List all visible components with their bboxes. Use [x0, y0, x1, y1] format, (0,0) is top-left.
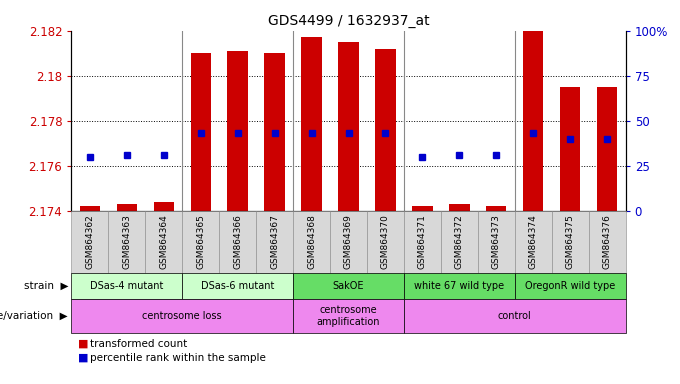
Text: DSas-4 mutant: DSas-4 mutant: [90, 281, 163, 291]
Bar: [523, 31, 543, 211]
Bar: [190, 53, 211, 211]
Text: GSM864374: GSM864374: [529, 215, 538, 269]
Text: OregonR wild type: OregonR wild type: [525, 281, 615, 291]
Text: GSM864367: GSM864367: [270, 215, 279, 270]
Text: centrosome
amplification: centrosome amplification: [317, 305, 380, 327]
Bar: [80, 207, 100, 211]
Text: GSM864368: GSM864368: [307, 215, 316, 270]
Text: DSas-6 mutant: DSas-6 mutant: [201, 281, 274, 291]
Bar: [597, 87, 617, 211]
Bar: [412, 207, 432, 211]
Text: GSM864371: GSM864371: [418, 215, 427, 270]
Bar: [486, 207, 507, 211]
Text: GSM864362: GSM864362: [86, 215, 95, 269]
Text: GSM864372: GSM864372: [455, 215, 464, 269]
Text: percentile rank within the sample: percentile rank within the sample: [90, 353, 267, 363]
Text: genotype/variation  ▶: genotype/variation ▶: [0, 311, 68, 321]
Text: control: control: [498, 311, 532, 321]
Text: SakOE: SakOE: [333, 281, 364, 291]
Bar: [339, 42, 358, 211]
Text: GSM864370: GSM864370: [381, 215, 390, 270]
Text: GSM864376: GSM864376: [602, 215, 611, 270]
Text: GSM864373: GSM864373: [492, 215, 500, 270]
Text: white 67 wild type: white 67 wild type: [414, 281, 505, 291]
Text: GSM864369: GSM864369: [344, 215, 353, 270]
Bar: [375, 49, 396, 211]
Bar: [449, 204, 469, 211]
Title: GDS4499 / 1632937_at: GDS4499 / 1632937_at: [268, 14, 429, 28]
Bar: [228, 51, 248, 211]
Text: centrosome loss: centrosome loss: [142, 311, 222, 321]
Text: GSM864364: GSM864364: [159, 215, 168, 269]
Text: strain  ▶: strain ▶: [24, 281, 68, 291]
Bar: [265, 53, 285, 211]
Text: GSM864366: GSM864366: [233, 215, 242, 270]
Bar: [560, 87, 580, 211]
Text: GSM864375: GSM864375: [566, 215, 575, 270]
Bar: [301, 38, 322, 211]
Text: ■: ■: [78, 353, 88, 363]
Text: GSM864365: GSM864365: [197, 215, 205, 270]
Text: GSM864363: GSM864363: [122, 215, 131, 270]
Bar: [154, 202, 174, 211]
Bar: [117, 204, 137, 211]
Text: ■: ■: [78, 339, 88, 349]
Text: transformed count: transformed count: [90, 339, 188, 349]
